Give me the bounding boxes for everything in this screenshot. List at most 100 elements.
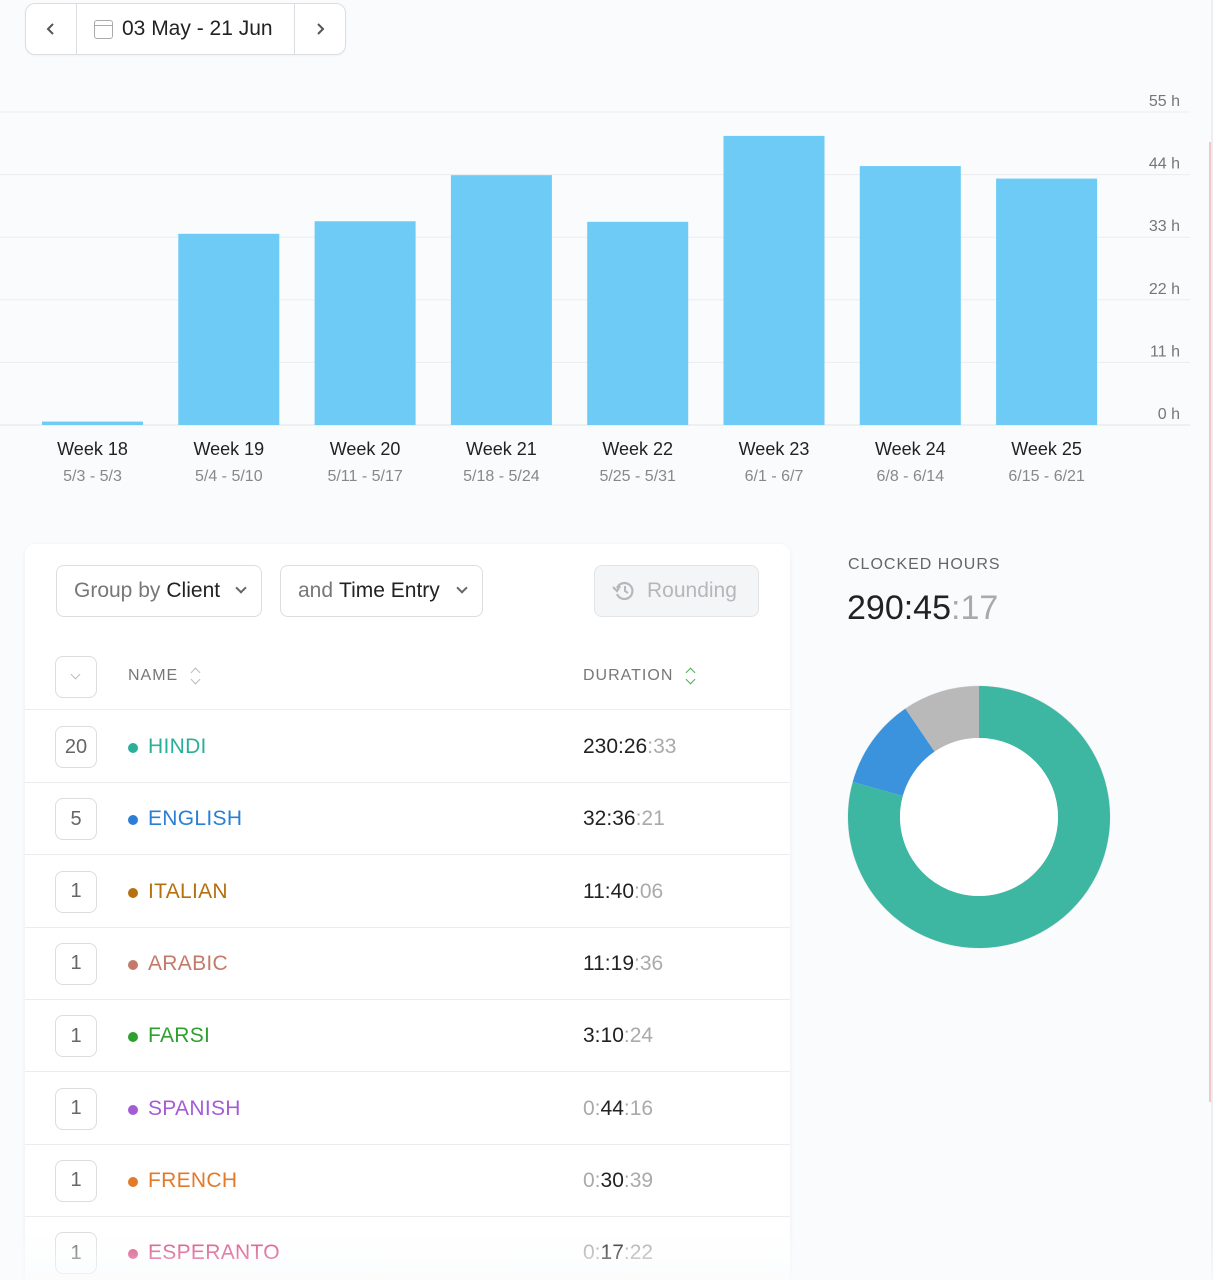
donut-slice-0[interactable] xyxy=(848,686,1110,948)
table-row[interactable]: 1 SPANISH 0:44:16 xyxy=(25,1073,790,1145)
y-tick-label: 22 h xyxy=(1149,281,1180,298)
donut-slice-2[interactable] xyxy=(905,686,979,752)
y-tick-label: 55 h xyxy=(1149,95,1180,110)
chevron-left-icon xyxy=(46,23,54,35)
duration-value: 32:36:21 xyxy=(583,807,665,831)
table-row[interactable]: 20 HINDI 230:26:33 xyxy=(25,711,790,783)
x-tick-label: Week 21 xyxy=(466,439,537,459)
name-column-header[interactable]: NAME xyxy=(128,666,202,686)
y-tick-label: 44 h xyxy=(1149,156,1180,173)
sort-icon xyxy=(685,666,697,686)
y-tick-label: 33 h xyxy=(1149,218,1180,235)
group-by-value: Client xyxy=(166,579,221,602)
row-count-badge[interactable]: 1 xyxy=(55,1087,97,1130)
duration-value: 11:40:06 xyxy=(583,879,664,903)
then-by-value: Time Entry xyxy=(339,579,440,602)
bar-week-22[interactable] xyxy=(587,221,689,425)
x-tick-label: Week 18 xyxy=(57,439,128,459)
x-tick-sublabel: 5/4 - 5/10 xyxy=(195,468,263,485)
bar-week-23[interactable] xyxy=(723,135,825,425)
clocked-hours-donut xyxy=(847,685,1111,949)
duration-value: 11:19:36 xyxy=(583,951,664,975)
duration-value: 3:10:24 xyxy=(583,1024,654,1048)
client-color-dot xyxy=(128,1176,138,1187)
x-tick-sublabel: 6/8 - 6/14 xyxy=(876,468,944,485)
calendar-icon xyxy=(94,19,113,39)
weekly-hours-chart: 0 h 11 h 22 h 33 h 44 h 55 h Week 18 5/3 - 5/3 W… xyxy=(0,95,1190,485)
x-tick-label: Week 20 xyxy=(330,439,401,459)
client-name: ENGLISH xyxy=(148,807,243,831)
row-count-badge[interactable]: 1 xyxy=(55,942,97,985)
date-range-label: 03 May - 21 Jun xyxy=(122,17,273,40)
client-color-dot xyxy=(128,1104,138,1115)
history-icon xyxy=(612,581,634,601)
x-tick-label: Week 24 xyxy=(875,439,946,459)
row-count-badge[interactable]: 1 xyxy=(55,1159,97,1202)
chevron-down-icon xyxy=(456,582,468,594)
rounding-button[interactable]: Rounding xyxy=(594,565,759,617)
rounding-label: Rounding xyxy=(647,579,737,602)
y-tick-label: 11 h xyxy=(1150,343,1180,360)
y-tick-label: 0 h xyxy=(1158,406,1180,423)
donut-hole xyxy=(900,738,1058,896)
bar-week-18[interactable] xyxy=(42,421,143,425)
duration-value: 230:26:33 xyxy=(583,735,677,758)
x-tick-label: Week 23 xyxy=(739,439,810,459)
x-tick-sublabel: 5/3 - 5/3 xyxy=(63,468,122,485)
x-tick-sublabel: 5/18 - 5/24 xyxy=(463,468,540,485)
sort-icon xyxy=(190,666,202,686)
row-count-badge[interactable]: 1 xyxy=(55,870,97,913)
client-name: HINDI xyxy=(148,735,207,758)
row-count-badge[interactable]: 1 xyxy=(55,1015,97,1058)
clocked-hours-label: CLOCKED HOURS xyxy=(848,556,1001,573)
bar-week-19[interactable] xyxy=(178,233,280,425)
client-name: ITALIAN xyxy=(148,879,228,903)
x-tick-sublabel: 6/15 - 6/21 xyxy=(1008,468,1085,485)
client-color-dot xyxy=(128,1032,138,1043)
client-color-dot xyxy=(128,815,138,826)
client-name: SPANISH xyxy=(148,1096,241,1120)
expand-all-toggle[interactable] xyxy=(55,656,97,698)
x-tick-label: Week 19 xyxy=(193,439,264,459)
table-row[interactable]: 1 FARSI 3:10:24 xyxy=(25,1000,790,1073)
bar-week-24[interactable] xyxy=(859,166,961,425)
report-table-card: Group by Client and Time Entry Rounding … xyxy=(25,544,790,1280)
group-by-dropdown[interactable]: Group by Client xyxy=(56,565,262,617)
bar-week-21[interactable] xyxy=(450,175,552,425)
row-count-badge[interactable]: 20 xyxy=(55,726,97,768)
client-color-dot xyxy=(128,887,138,898)
table-row[interactable]: 1 FRENCH 0:30:39 xyxy=(25,1145,790,1217)
table-row[interactable]: 1 ARABIC 11:19:36 xyxy=(25,928,790,1000)
client-name: FRENCH xyxy=(148,1168,238,1192)
client-color-dot xyxy=(128,959,138,970)
bar-week-25[interactable] xyxy=(996,178,1098,425)
chevron-down-icon xyxy=(235,582,247,594)
table-row[interactable]: 1 ITALIAN 11:40:06 xyxy=(25,856,790,928)
duration-value: 0:44:16 xyxy=(583,1096,654,1120)
then-by-dropdown[interactable]: and Time Entry xyxy=(280,565,483,617)
bar-week-20[interactable] xyxy=(314,221,416,425)
client-name: FARSI xyxy=(148,1024,211,1048)
table-row[interactable]: 5 ENGLISH 32:36:21 xyxy=(25,783,790,856)
chevron-right-icon xyxy=(317,23,325,35)
date-range-picker: 03 May - 21 Jun xyxy=(25,3,346,55)
duration-value: 0:30:39 xyxy=(583,1168,654,1192)
x-tick-label: Week 22 xyxy=(602,439,673,459)
donut-slice-1[interactable] xyxy=(852,708,935,796)
clocked-hours-value: 290:45:17 xyxy=(847,589,999,627)
prev-range-button[interactable] xyxy=(26,4,77,54)
x-tick-sublabel: 5/11 - 5/17 xyxy=(327,468,402,485)
x-tick-label: Week 25 xyxy=(1011,439,1082,459)
edge-line xyxy=(1209,142,1211,1102)
duration-column-header[interactable]: DURATION xyxy=(583,666,697,686)
date-range-button[interactable]: 03 May - 21 Jun xyxy=(77,4,294,54)
x-tick-sublabel: 6/1 - 6/7 xyxy=(745,468,804,485)
x-tick-sublabel: 5/25 - 5/31 xyxy=(599,468,676,485)
table-header: NAME DURATION xyxy=(25,656,790,710)
scroll-edge xyxy=(1211,0,1213,1280)
next-range-button[interactable] xyxy=(294,4,345,54)
bottom-fade xyxy=(0,1230,1213,1280)
client-color-dot xyxy=(128,743,138,753)
client-name: ARABIC xyxy=(148,951,228,975)
row-count-badge[interactable]: 5 xyxy=(55,798,97,841)
